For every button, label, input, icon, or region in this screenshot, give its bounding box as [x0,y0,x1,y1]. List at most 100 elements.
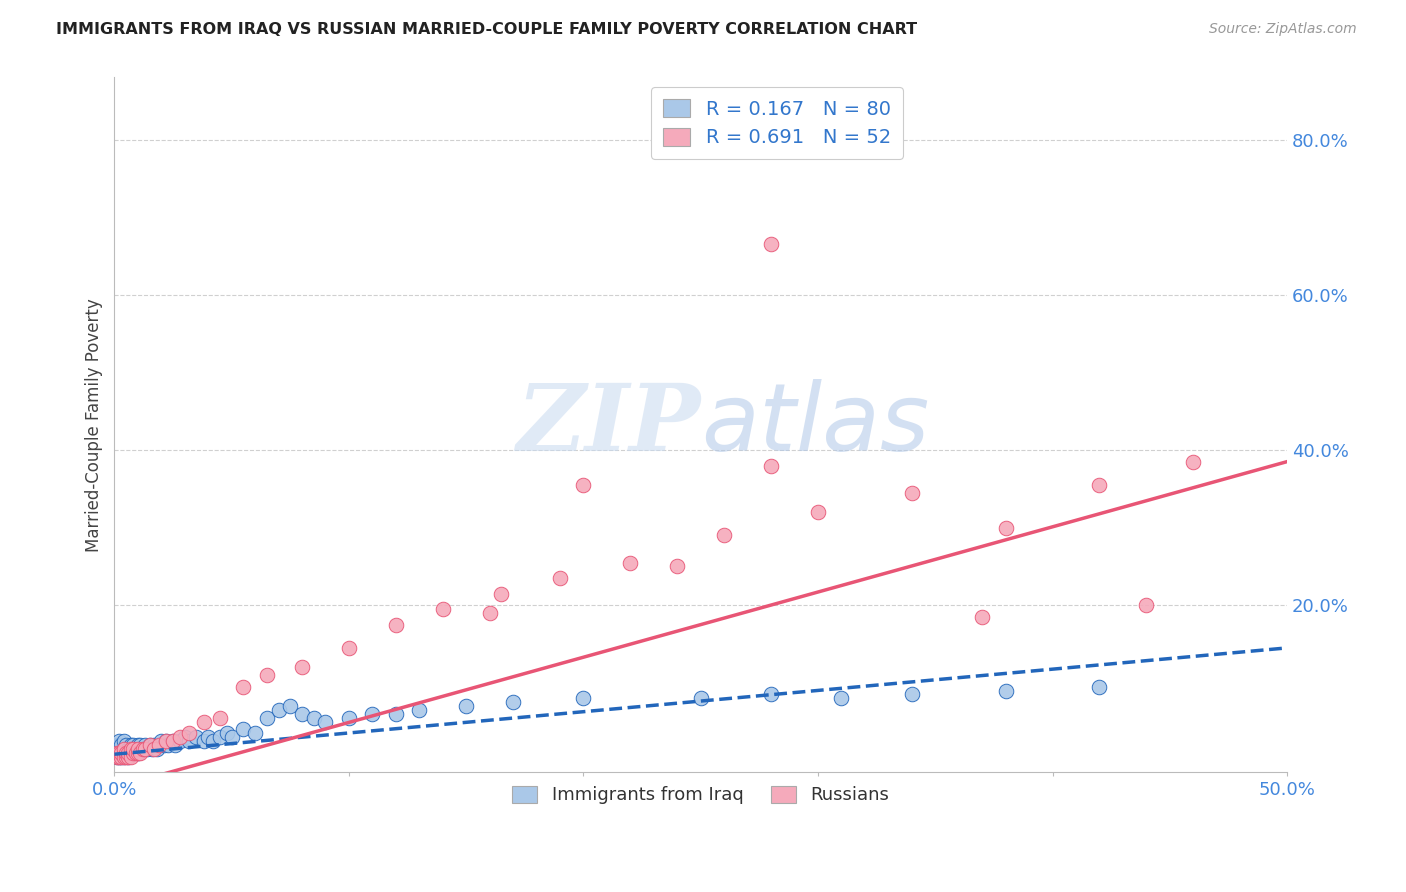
Point [432,602,454,616]
Point [117,749,139,764]
Point [830,691,852,706]
Point [337,640,360,655]
Point [138,738,160,752]
Point [131,741,153,756]
Point [256,668,278,682]
Point [117,741,139,756]
Point [143,741,166,756]
Point [122,741,145,756]
Point [127,746,149,760]
Point [122,746,145,760]
Point [127,738,149,752]
Point [117,746,139,760]
Point [302,711,325,725]
Point [291,660,314,674]
Point [110,749,132,764]
Point [193,714,215,729]
Point [385,617,408,632]
Text: Source: ZipAtlas.com: Source: ZipAtlas.com [1209,22,1357,37]
Point [215,726,238,740]
Point [1182,455,1205,469]
Point [112,741,135,756]
Point [148,738,170,752]
Point [105,746,128,760]
Point [105,749,128,764]
Point [666,559,689,574]
Point [110,741,132,756]
Point [127,741,149,756]
Point [173,730,195,744]
Point [169,730,191,744]
Point [572,691,595,706]
Point [548,571,571,585]
Y-axis label: Married-Couple Family Poverty: Married-Couple Family Poverty [86,298,103,551]
Point [1088,680,1111,694]
Point [127,746,149,760]
Point [108,749,131,764]
Point [105,741,128,756]
Point [108,746,131,760]
Point [994,683,1017,698]
Point [112,741,135,756]
Point [385,706,408,721]
Point [117,746,139,760]
Point [115,738,138,752]
Point [256,711,278,725]
Point [759,688,782,702]
Point [478,606,501,620]
Point [179,734,201,748]
Point [291,706,314,721]
Point [193,734,215,748]
Point [208,730,231,744]
Point [901,485,924,500]
Point [105,746,128,760]
Point [1088,478,1111,492]
Point [108,734,131,748]
Point [408,703,430,717]
Point [120,741,142,756]
Point [105,738,128,752]
Point [169,734,191,748]
Point [115,746,138,760]
Point [713,528,735,542]
Point [124,741,146,756]
Point [155,734,177,748]
Point [120,746,142,760]
Point [901,688,924,702]
Point [759,458,782,473]
Point [110,738,132,752]
Point [108,746,131,760]
Point [221,730,243,744]
Point [491,586,513,600]
Point [145,741,167,756]
Point [619,556,641,570]
Point [186,730,208,744]
Point [131,741,153,756]
Point [112,749,135,764]
Point [807,505,830,519]
Text: IMMIGRANTS FROM IRAQ VS RUSSIAN MARRIED-COUPLE FAMILY POVERTY CORRELATION CHART: IMMIGRANTS FROM IRAQ VS RUSSIAN MARRIED-… [56,22,917,37]
Point [201,734,224,748]
Point [456,699,478,714]
Point [243,726,266,740]
Point [162,734,184,748]
Point [110,746,132,760]
Point [162,734,184,748]
Point [141,741,163,756]
Point [115,746,138,760]
Point [150,734,173,748]
Point [232,723,254,737]
Text: ZIP: ZIP [516,380,700,470]
Point [572,478,595,492]
Point [337,711,360,725]
Point [267,703,290,717]
Point [315,714,337,729]
Point [152,738,174,752]
Point [972,610,994,624]
Point [122,746,145,760]
Point [197,730,219,744]
Point [129,741,152,756]
Point [120,738,142,752]
Point [232,680,254,694]
Point [117,749,139,764]
